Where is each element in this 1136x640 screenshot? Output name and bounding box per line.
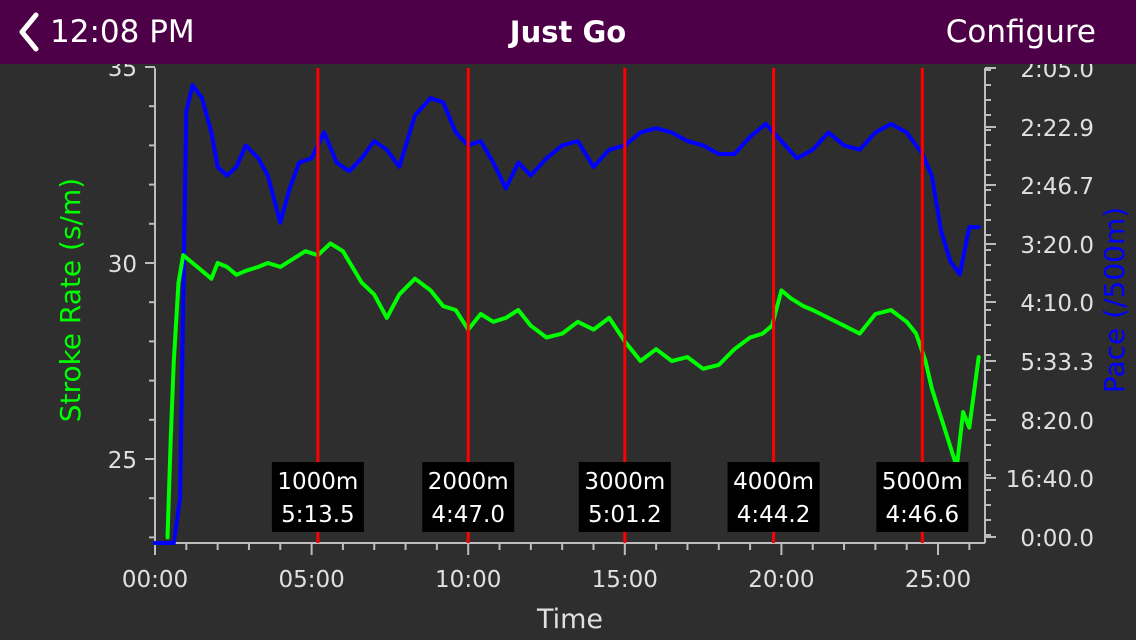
y-left-tick-label: 35 xyxy=(108,64,137,82)
back-button[interactable]: 12:08 PM xyxy=(18,0,195,64)
split-time-label: 5:01.2 xyxy=(588,502,662,528)
y-right-tick-label: 2:46.7 xyxy=(1020,174,1094,200)
x-tick-label: 05:00 xyxy=(278,567,344,593)
split-time-label: 4:44.2 xyxy=(737,502,811,528)
y-left-tick-label: 25 xyxy=(108,448,137,474)
split-label-background xyxy=(727,462,820,532)
x-axis-label: Time xyxy=(536,604,603,635)
split-label-background xyxy=(271,462,364,532)
x-tick-label: 20:00 xyxy=(748,567,814,593)
y-right-tick-label: 0:00.0 xyxy=(1020,526,1094,552)
split-label-background xyxy=(578,462,671,532)
stroke-rate-pace-chart: 25 30 35 0:00.0 16:40.0 8:20.0 5:33.3 4:10.0 3:2… xyxy=(54,64,1131,635)
split-time-label: 4:47.0 xyxy=(431,502,505,528)
y-right-tick-label: 16:40.0 xyxy=(1006,467,1094,493)
y-right-tick-label: 5:33.3 xyxy=(1020,350,1094,376)
x-tick-label: 00:00 xyxy=(122,567,188,593)
split-distance-label: 4000m xyxy=(733,469,814,495)
x-tick-label: 15:00 xyxy=(592,567,658,593)
y-left-axis-label: Stroke Rate (s/m) xyxy=(54,178,87,422)
y-right-tick-label: 2:22.9 xyxy=(1020,116,1094,142)
y-right-tick-label: 2:05.0 xyxy=(1020,64,1094,83)
split-label-background xyxy=(876,462,969,532)
split-time-label: 5:13.5 xyxy=(281,502,355,528)
split-distance-label: 2000m xyxy=(428,469,509,495)
chevron-left-icon xyxy=(18,12,40,52)
split-time-label: 4:46.6 xyxy=(886,502,960,528)
y-right-tick-label: 3:20.0 xyxy=(1020,233,1094,259)
configure-button[interactable]: Configure xyxy=(945,14,1096,50)
navigation-bar: 12:08 PM Just Go Configure xyxy=(0,0,1136,64)
split-distance-label: 1000m xyxy=(277,469,358,495)
x-tick-label: 10:00 xyxy=(435,567,501,593)
y-left-tick-label: 30 xyxy=(108,252,137,278)
split-label-background xyxy=(422,462,515,532)
stroke-rate-series-line xyxy=(165,241,981,540)
split-distance-label: 5000m xyxy=(882,469,963,495)
y-right-tick-label: 4:10.0 xyxy=(1020,291,1094,317)
y-right-axis-label: Pace (/500m) xyxy=(1098,207,1131,393)
clock-time: 12:08 PM xyxy=(50,14,195,50)
y-right-tick-label: 8:20.0 xyxy=(1020,409,1094,435)
x-tick-label: 25:00 xyxy=(905,567,971,593)
split-distance-label: 3000m xyxy=(584,469,665,495)
pace-series-line xyxy=(153,83,981,545)
